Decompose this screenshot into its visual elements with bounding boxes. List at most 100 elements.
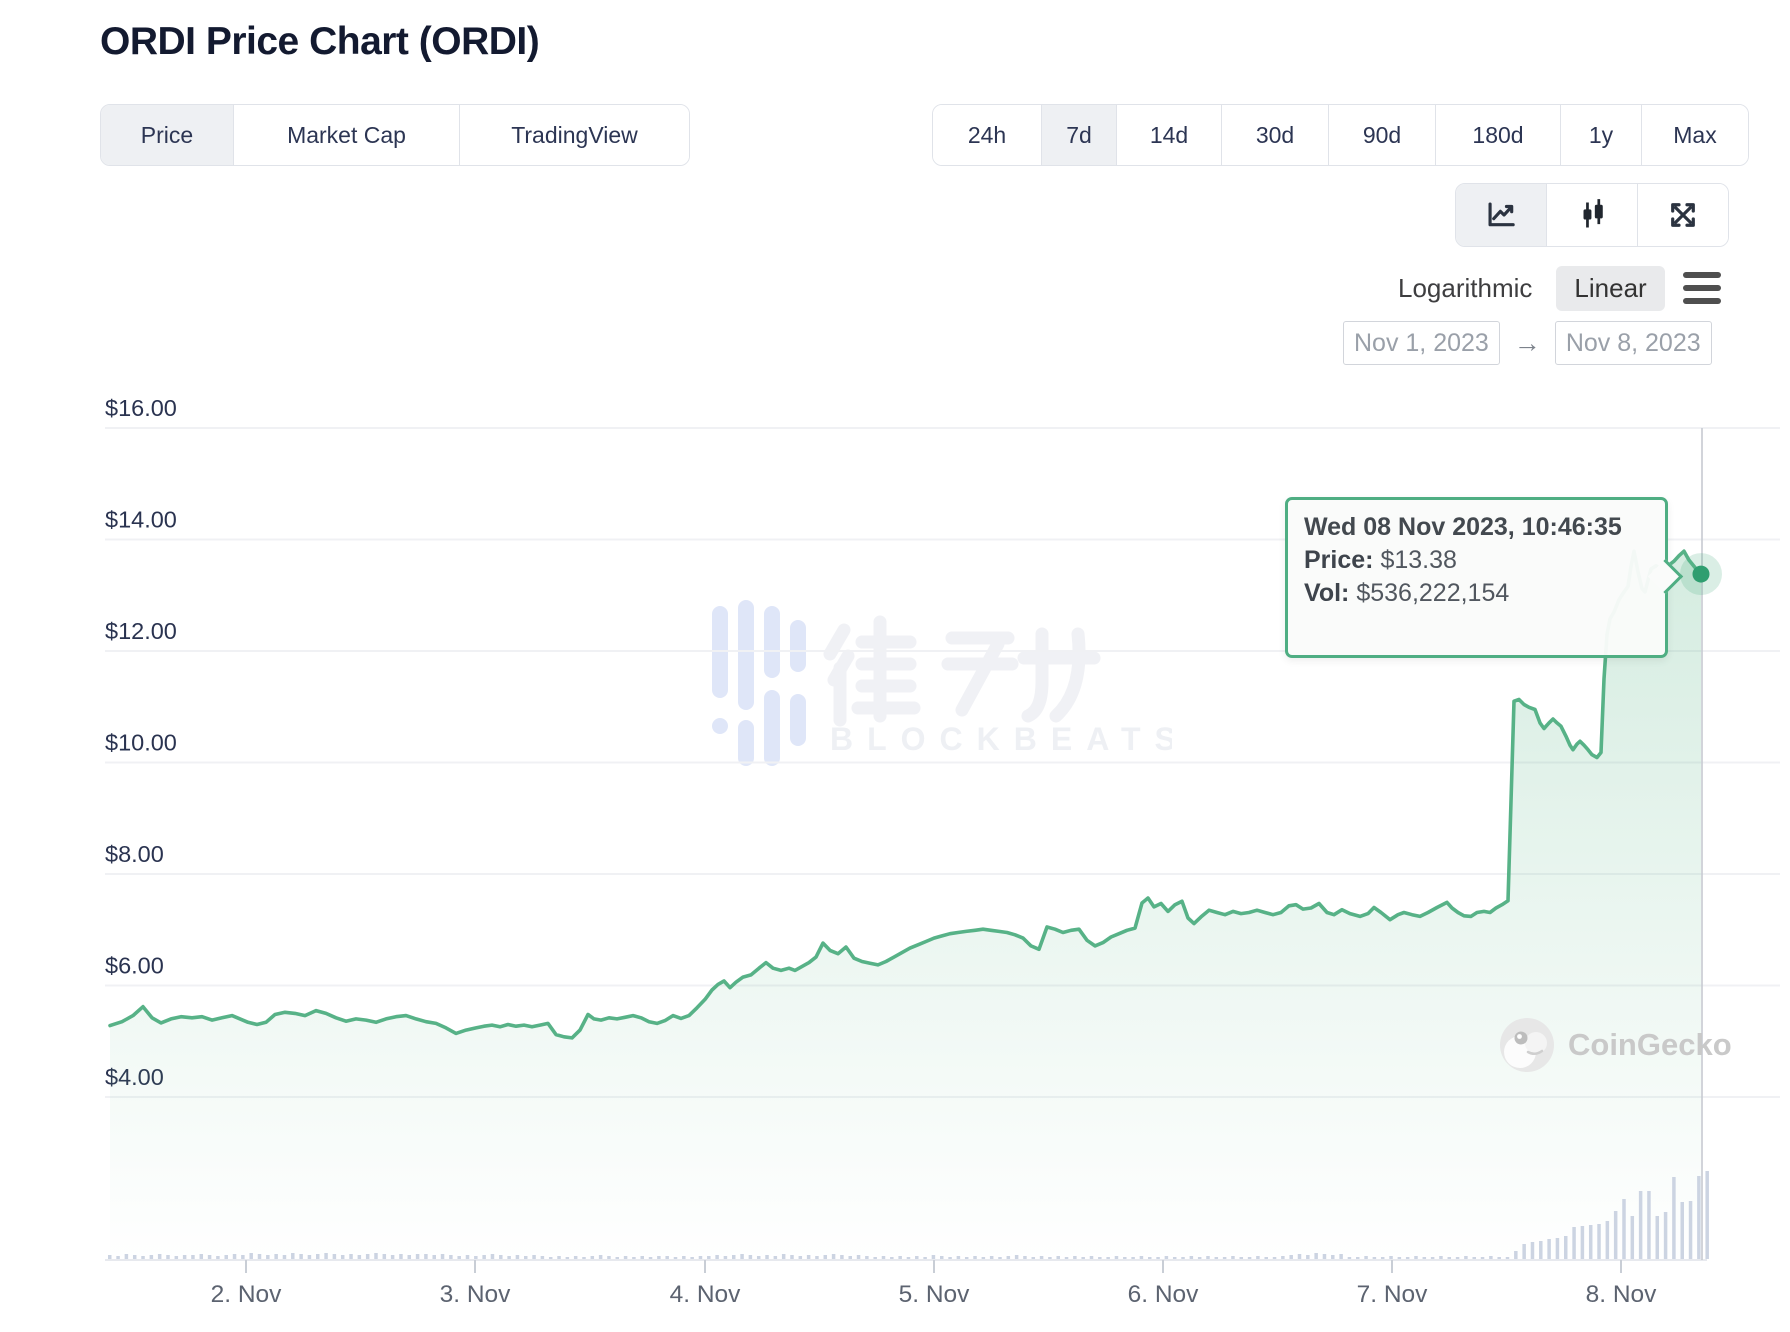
fullscreen-button[interactable] bbox=[1638, 184, 1728, 246]
date-range-row: Nov 1, 2023 → Nov 8, 2023 bbox=[1343, 320, 1712, 366]
volume-bar bbox=[1006, 1256, 1011, 1259]
tab-tradingview[interactable]: TradingView bbox=[460, 105, 689, 165]
y-axis-label: $14.00 bbox=[105, 507, 177, 533]
range-24h[interactable]: 24h bbox=[933, 105, 1042, 165]
volume-bar bbox=[390, 1255, 395, 1259]
volume-bar bbox=[732, 1255, 736, 1259]
volume-bar bbox=[615, 1257, 620, 1259]
volume-bar bbox=[141, 1256, 145, 1259]
volume-bar bbox=[798, 1256, 803, 1259]
page-title: ORDI Price Chart (ORDI) bbox=[100, 20, 540, 63]
volume-bar bbox=[1189, 1256, 1194, 1259]
range-7d[interactable]: 7d bbox=[1042, 105, 1117, 165]
volume-bar bbox=[1564, 1236, 1568, 1259]
volume-bar bbox=[1522, 1244, 1526, 1259]
watermark-cjk-strokes bbox=[823, 615, 1101, 727]
hamburger-menu-icon[interactable] bbox=[1682, 271, 1721, 305]
range-30d[interactable]: 30d bbox=[1222, 105, 1329, 165]
range-14d[interactable]: 14d bbox=[1117, 105, 1222, 165]
volume-bar bbox=[191, 1255, 195, 1259]
volume-bar bbox=[299, 1254, 303, 1259]
volume-bar bbox=[1439, 1256, 1443, 1259]
volume-bar bbox=[257, 1254, 262, 1259]
tooltip-price-label: Price: bbox=[1304, 546, 1374, 574]
volume-bar bbox=[132, 1255, 137, 1259]
volume-bar bbox=[1239, 1257, 1244, 1259]
volume-bar bbox=[1680, 1202, 1684, 1259]
volume-bar bbox=[266, 1255, 270, 1259]
range-max[interactable]: Max bbox=[1642, 105, 1748, 165]
volume-bar bbox=[457, 1256, 461, 1259]
volume-bar bbox=[1089, 1256, 1094, 1259]
volume-bar bbox=[1672, 1177, 1676, 1259]
volume-bar bbox=[1530, 1242, 1535, 1259]
linear-toggle[interactable]: Linear bbox=[1556, 265, 1665, 311]
volume-bar bbox=[989, 1256, 994, 1259]
coingecko-gecko-icon bbox=[1500, 1018, 1554, 1072]
volume-bar bbox=[1539, 1241, 1543, 1259]
volume-bar bbox=[340, 1255, 345, 1259]
volume-bar bbox=[149, 1255, 154, 1259]
volume-bar bbox=[590, 1256, 595, 1259]
volume-bar bbox=[1688, 1201, 1693, 1259]
volume-bar bbox=[1638, 1191, 1643, 1259]
volume-bar bbox=[623, 1256, 628, 1259]
volume-bar bbox=[682, 1256, 686, 1259]
volume-bar bbox=[1572, 1227, 1576, 1259]
date-from-input[interactable]: Nov 1, 2023 bbox=[1343, 321, 1500, 365]
volume-bar bbox=[1322, 1254, 1327, 1259]
volume-bar bbox=[224, 1255, 228, 1259]
fullscreen-icon bbox=[1671, 203, 1695, 227]
volume-bar bbox=[274, 1254, 278, 1259]
volume-bar bbox=[249, 1253, 253, 1259]
range-1y[interactable]: 1y bbox=[1561, 105, 1642, 165]
marker-dot bbox=[1692, 565, 1710, 583]
volume-bar bbox=[432, 1255, 436, 1259]
volume-bar bbox=[940, 1256, 944, 1259]
volume-bar bbox=[1405, 1257, 1410, 1259]
volume-bar bbox=[1064, 1257, 1069, 1259]
chart-type-toolbar bbox=[1455, 183, 1729, 247]
volume-bar bbox=[1422, 1257, 1427, 1259]
volume-bar bbox=[881, 1256, 886, 1259]
volume-bar bbox=[1048, 1257, 1052, 1259]
range-90d[interactable]: 90d bbox=[1329, 105, 1436, 165]
volume-bar bbox=[690, 1257, 694, 1259]
volume-bar bbox=[449, 1255, 453, 1259]
volume-bar bbox=[1139, 1256, 1144, 1259]
volume-bar bbox=[906, 1257, 911, 1259]
volume-bar bbox=[424, 1254, 428, 1259]
chart-tooltip: Wed 08 Nov 2023, 10:46:35 Price: $13.38 … bbox=[1285, 497, 1684, 658]
volume-bar bbox=[607, 1256, 611, 1259]
range-180d[interactable]: 180d bbox=[1436, 105, 1561, 165]
volume-bar bbox=[1056, 1256, 1060, 1259]
volume-bar bbox=[1256, 1256, 1260, 1259]
volume-bar bbox=[1455, 1257, 1460, 1259]
volume-bar bbox=[1372, 1257, 1377, 1259]
volume-bar bbox=[890, 1257, 894, 1259]
candlestick-button[interactable] bbox=[1547, 184, 1638, 246]
line-chart-button[interactable] bbox=[1456, 184, 1547, 246]
volume-bar bbox=[324, 1253, 328, 1259]
volume-bar bbox=[515, 1255, 520, 1259]
volume-bar bbox=[1597, 1224, 1601, 1259]
volume-bar bbox=[1131, 1257, 1135, 1259]
volume-bar bbox=[108, 1255, 112, 1259]
line-chart-icon bbox=[1488, 202, 1515, 227]
volume-bar bbox=[915, 1256, 919, 1259]
tooltip-datetime: Wed 08 Nov 2023, 10:46:35 bbox=[1304, 513, 1622, 541]
volume-bar bbox=[1123, 1257, 1127, 1259]
tab-market-cap[interactable]: Market Cap bbox=[234, 105, 460, 165]
y-axis-label: $8.00 bbox=[105, 841, 164, 867]
volume-bar bbox=[1389, 1256, 1393, 1259]
volume-bar bbox=[166, 1255, 170, 1259]
volume-bar bbox=[773, 1256, 778, 1259]
x-axis-label: 8. Nov bbox=[1586, 1281, 1658, 1308]
volume-bar bbox=[1197, 1257, 1202, 1259]
date-to-input[interactable]: Nov 8, 2023 bbox=[1554, 321, 1712, 365]
y-axis-label: $10.00 bbox=[105, 730, 177, 756]
tab-price[interactable]: Price bbox=[101, 105, 234, 165]
volume-bar bbox=[806, 1255, 811, 1259]
logarithmic-toggle[interactable]: Logarithmic bbox=[1398, 272, 1533, 303]
